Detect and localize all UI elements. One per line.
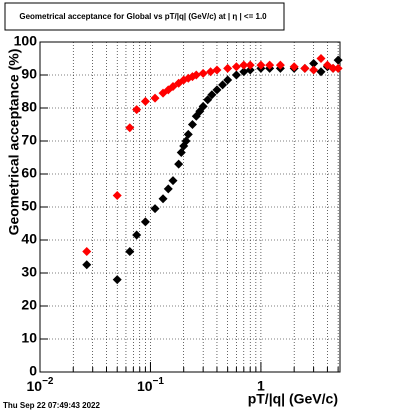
data-point <box>140 96 150 106</box>
data-point <box>212 85 222 95</box>
data-point <box>191 70 201 80</box>
y-tick-label: 90 <box>21 66 37 82</box>
data-point <box>176 148 186 158</box>
data-point <box>132 105 142 115</box>
data-point <box>158 194 168 204</box>
y-tick-label: 60 <box>21 165 37 181</box>
x-tick-label: 1 <box>257 378 265 394</box>
y-tick-label: 100 <box>14 33 38 49</box>
x-tick-exponent: −1 <box>153 376 165 387</box>
data-point <box>198 68 208 78</box>
x-tick-label: 10−2 <box>27 376 54 394</box>
y-axis-label: Geometrical acceptance (%) <box>6 49 22 236</box>
data-point <box>245 60 255 70</box>
data-point <box>300 63 310 73</box>
data-point <box>132 230 142 240</box>
data-point <box>183 129 193 139</box>
data-point <box>198 101 208 111</box>
data-point <box>82 247 92 257</box>
data-point <box>112 275 122 285</box>
data-point <box>333 55 343 65</box>
data-point <box>309 58 319 68</box>
data-point <box>203 95 213 105</box>
y-tick-label: 20 <box>21 297 37 313</box>
data-point <box>239 67 249 77</box>
data-point <box>150 204 160 214</box>
y-tick-label: 40 <box>21 231 37 247</box>
y-tick-label: 80 <box>21 99 37 115</box>
data-point <box>256 60 266 70</box>
x-axis-label: pT/|q| (GeV/c) <box>248 391 338 407</box>
data-point <box>218 80 228 90</box>
chart-title: Geometrical acceptance for Global vs pT/… <box>19 12 267 21</box>
x-tick-base: 10 <box>137 378 153 394</box>
data-point <box>316 54 326 63</box>
data-point <box>140 217 150 227</box>
y-tick-label: 30 <box>21 264 37 280</box>
y-tick-label: 0 <box>29 363 37 379</box>
data-point <box>231 70 241 80</box>
data-point <box>207 90 217 100</box>
x-tick-base: 10 <box>27 378 43 394</box>
data-point <box>309 65 319 75</box>
data-point <box>82 260 92 270</box>
x-tick-exponent: −2 <box>42 376 54 387</box>
y-tick-label: 50 <box>21 198 37 214</box>
data-point <box>163 184 173 194</box>
y-tick-label: 70 <box>21 132 37 148</box>
data-point <box>187 120 197 129</box>
data-point <box>212 65 222 75</box>
data-point <box>168 176 178 186</box>
data-point <box>265 60 275 70</box>
data-point <box>206 67 216 77</box>
data-point <box>125 247 135 257</box>
title-box <box>4 2 285 31</box>
data-point <box>239 60 249 70</box>
data-point <box>125 123 135 133</box>
data-point <box>223 75 233 85</box>
footer-date: Thu Sep 22 07:49:43 2022 <box>3 401 100 410</box>
data-point <box>328 63 338 73</box>
data-point <box>231 62 241 72</box>
data-point <box>223 63 233 73</box>
data-point <box>150 93 160 103</box>
data-point <box>316 67 326 77</box>
data-point <box>289 62 299 72</box>
data-point <box>112 190 122 200</box>
y-tick-label: 10 <box>21 330 37 346</box>
data-point <box>245 65 255 75</box>
data-point <box>275 60 285 70</box>
data-point <box>174 159 184 169</box>
data-point <box>333 63 343 73</box>
x-tick-label: 10−1 <box>137 376 164 394</box>
